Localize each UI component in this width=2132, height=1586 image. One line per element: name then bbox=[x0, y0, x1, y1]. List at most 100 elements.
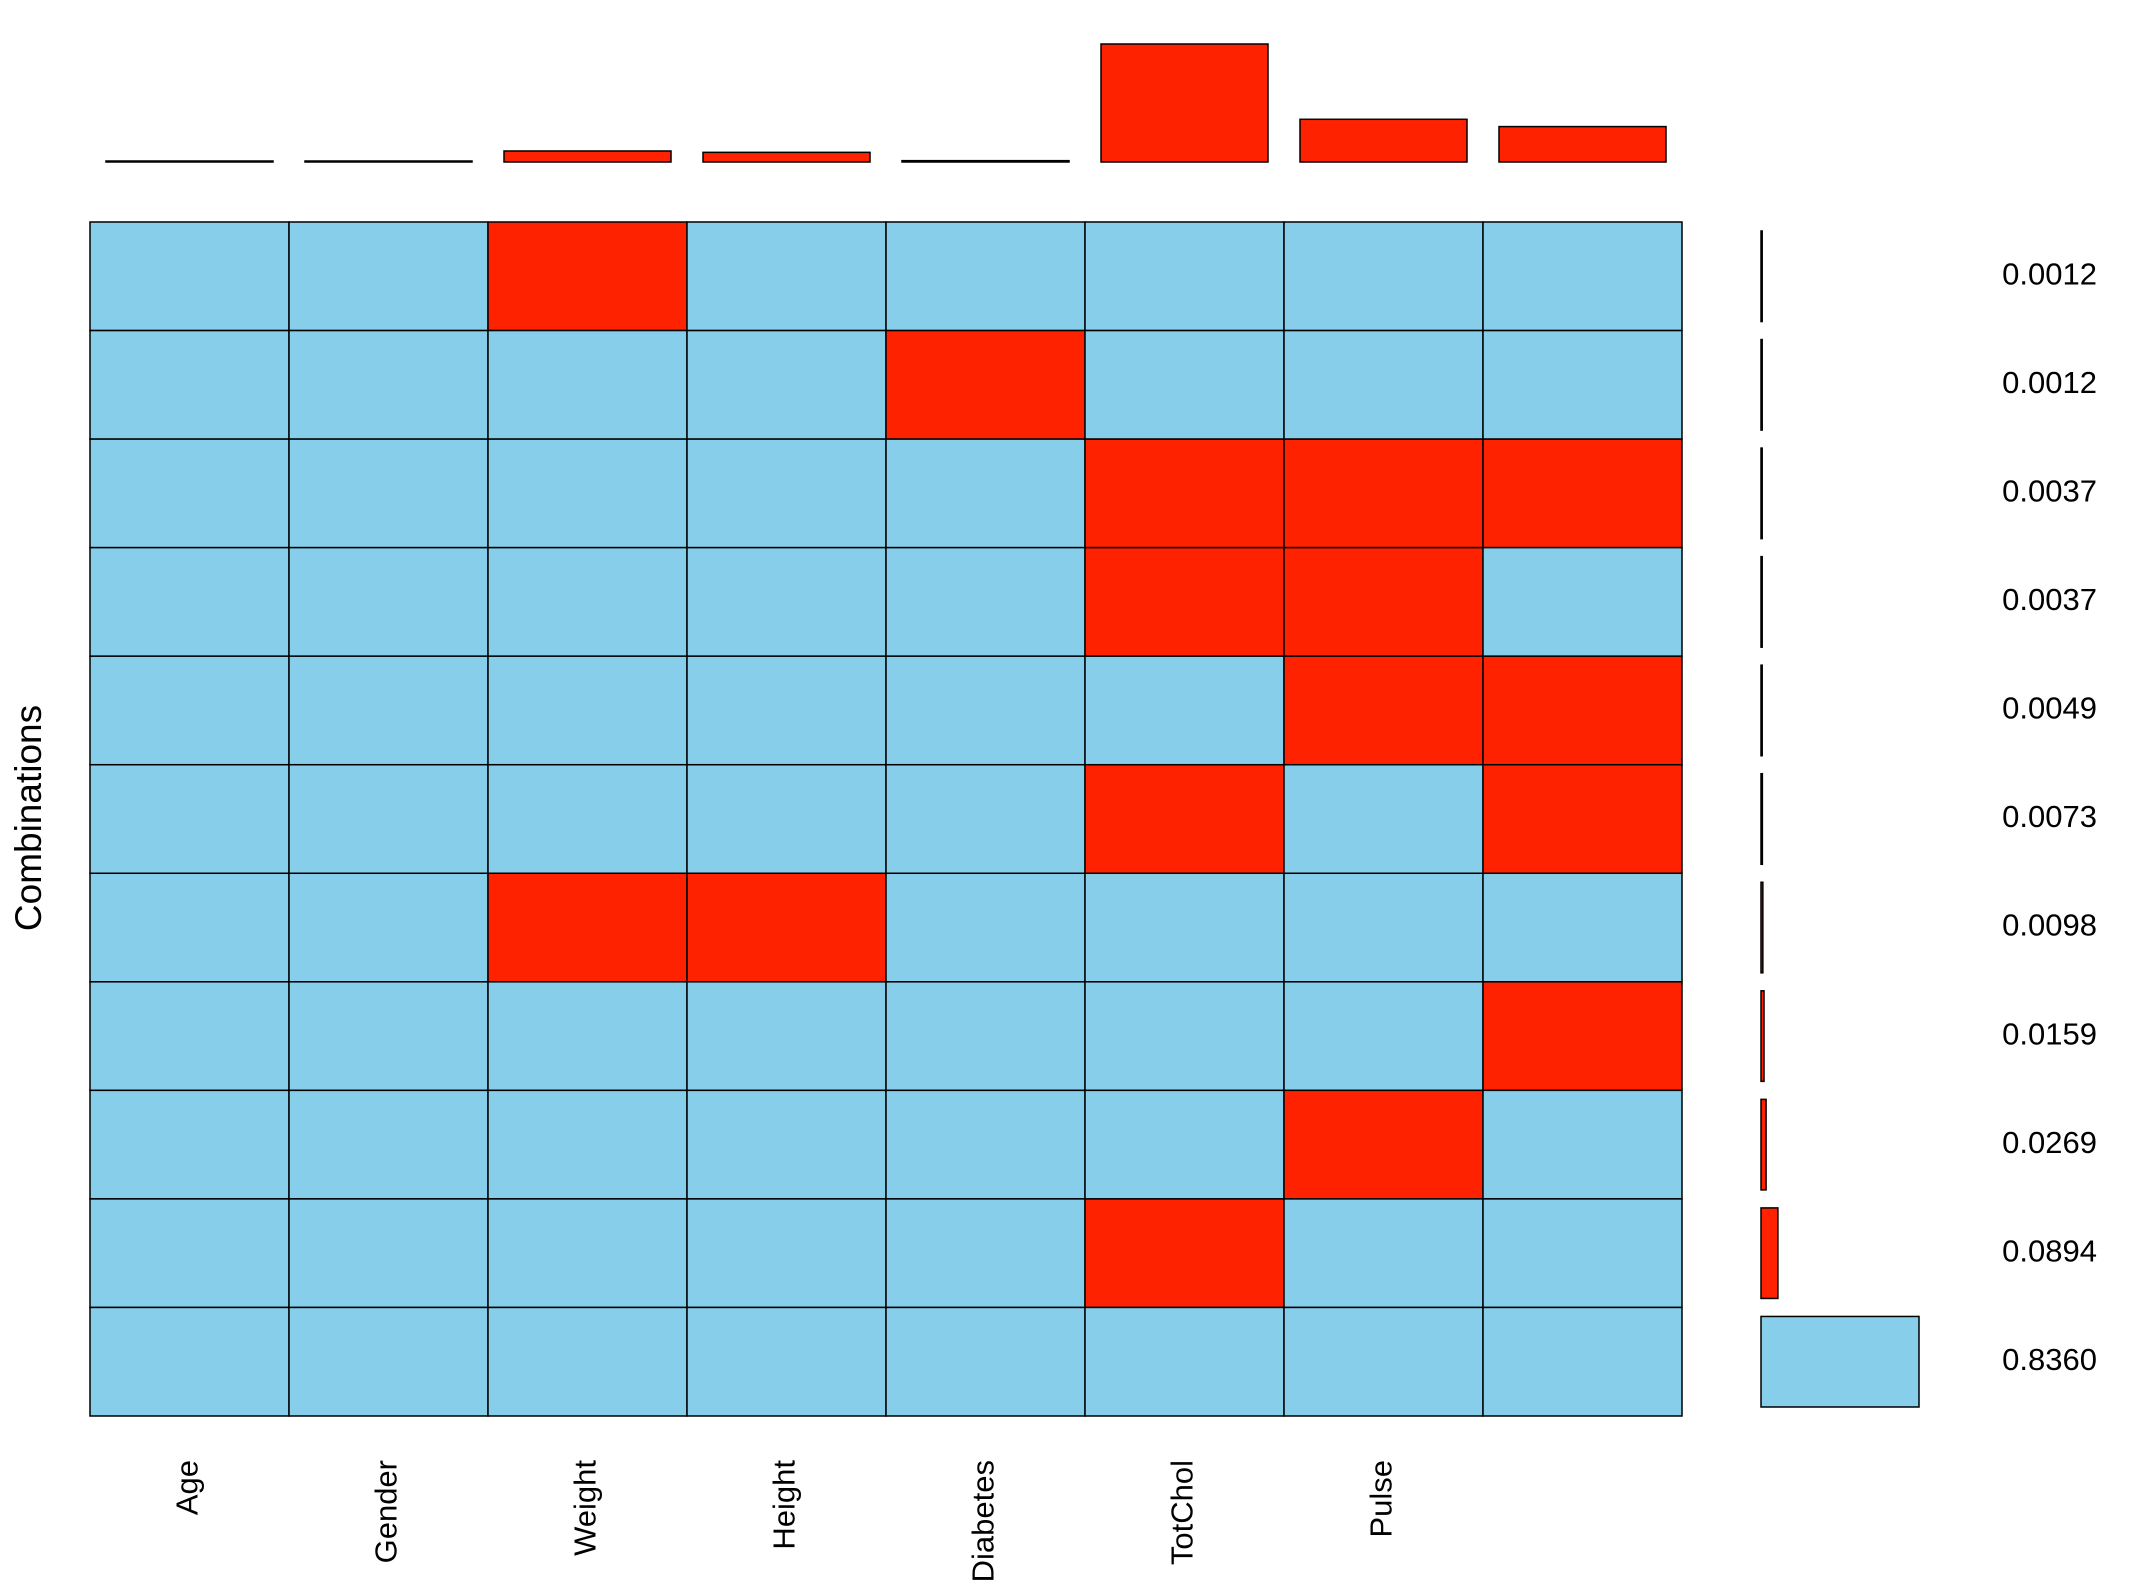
combination-proportion-bar bbox=[1760, 1098, 1767, 1191]
cell-observed bbox=[1283, 763, 1484, 875]
cell-observed bbox=[89, 1089, 290, 1200]
combination-proportion-bar bbox=[1760, 881, 1764, 974]
combination-proportion-bar bbox=[1760, 990, 1765, 1083]
cell-observed bbox=[288, 981, 489, 1092]
cell-observed bbox=[1084, 1306, 1285, 1417]
cell-observed bbox=[1482, 1306, 1683, 1417]
combination-proportion-bar bbox=[1760, 555, 1763, 648]
variable-labels: Age Gender Weight Height Diabetes TotChol Puls… bbox=[170, 1460, 1399, 1583]
combination-grid bbox=[89, 221, 1683, 1417]
cell-observed bbox=[288, 329, 489, 440]
cell-observed bbox=[686, 221, 887, 332]
cell-observed bbox=[89, 1198, 290, 1309]
cell-observed bbox=[1084, 981, 1285, 1092]
combination-proportion-label: 0.0012 bbox=[2002, 256, 2097, 291]
combination-proportion-label: 0.0012 bbox=[2002, 365, 2097, 400]
cell-observed bbox=[89, 763, 290, 875]
cell-observed bbox=[686, 1198, 887, 1309]
cell-missing bbox=[1283, 438, 1484, 549]
variable-missing-bar bbox=[702, 151, 871, 163]
cell-observed bbox=[288, 546, 489, 657]
cell-observed bbox=[885, 872, 1086, 983]
cell-observed bbox=[288, 438, 489, 549]
cell-observed bbox=[1084, 655, 1285, 766]
variable-missing-bar bbox=[503, 150, 672, 163]
cell-observed bbox=[1482, 1089, 1683, 1200]
cell-observed bbox=[89, 329, 290, 440]
cell-observed bbox=[288, 221, 489, 332]
cell-observed bbox=[1283, 329, 1484, 440]
variable-missing-bar bbox=[105, 160, 274, 163]
variable-label: Diabetes bbox=[966, 1460, 1001, 1582]
cell-observed bbox=[288, 872, 489, 983]
cell-observed bbox=[686, 329, 887, 440]
combination-proportion-label: 0.0037 bbox=[2002, 582, 2097, 617]
cell-observed bbox=[487, 546, 688, 657]
cell-observed bbox=[686, 763, 887, 875]
cell-observed bbox=[288, 655, 489, 766]
cell-observed bbox=[885, 763, 1086, 875]
cell-observed bbox=[1283, 1198, 1484, 1309]
y-axis-label: Combinations bbox=[8, 705, 49, 931]
cell-observed bbox=[885, 1198, 1086, 1309]
cell-observed bbox=[288, 1306, 489, 1417]
cell-observed bbox=[885, 438, 1086, 549]
cell-missing bbox=[686, 872, 887, 983]
cell-observed bbox=[1482, 1198, 1683, 1309]
variable-missing-bars bbox=[105, 43, 1667, 163]
cell-missing bbox=[487, 221, 688, 332]
cell-observed bbox=[288, 1198, 489, 1309]
cell-observed bbox=[686, 438, 887, 549]
cell-observed bbox=[89, 438, 290, 549]
combination-proportion-label: 0.0037 bbox=[2002, 474, 2097, 509]
cell-observed bbox=[89, 1306, 290, 1417]
cell-missing bbox=[1482, 981, 1683, 1092]
combination-proportion-bar bbox=[1760, 1207, 1779, 1300]
combination-proportion-label: 0.0073 bbox=[2002, 799, 2097, 834]
cell-observed bbox=[885, 1089, 1086, 1200]
cell-observed bbox=[487, 329, 688, 440]
cell-observed bbox=[885, 1306, 1086, 1417]
cell-observed bbox=[1482, 872, 1683, 983]
cell-missing bbox=[1084, 438, 1285, 549]
combination-proportion-bar bbox=[1760, 338, 1763, 431]
cell-observed bbox=[1084, 221, 1285, 332]
cell-missing bbox=[1283, 546, 1484, 657]
combination-proportion-bars bbox=[1760, 230, 1920, 1408]
cell-observed bbox=[1482, 221, 1683, 332]
cell-observed bbox=[487, 1089, 688, 1200]
cell-observed bbox=[1482, 329, 1683, 440]
cell-observed bbox=[89, 546, 290, 657]
cell-observed bbox=[89, 221, 290, 332]
variable-missing-bar bbox=[1100, 43, 1269, 163]
variable-missing-bar bbox=[901, 159, 1070, 163]
cell-observed bbox=[487, 438, 688, 549]
cell-missing bbox=[1084, 1198, 1285, 1309]
cell-observed bbox=[1482, 546, 1683, 657]
cell-observed bbox=[1084, 329, 1285, 440]
combination-proportion-bar bbox=[1760, 447, 1763, 540]
variable-label: Pulse bbox=[1364, 1460, 1399, 1538]
cell-missing bbox=[1482, 438, 1683, 549]
cell-observed bbox=[487, 1198, 688, 1309]
combination-proportion-label: 0.0049 bbox=[2002, 691, 2097, 726]
combination-proportion-bar bbox=[1760, 230, 1763, 323]
variable-label: TotChol bbox=[1165, 1460, 1200, 1565]
combination-proportion-label: 0.0098 bbox=[2002, 908, 2097, 943]
cell-observed bbox=[89, 872, 290, 983]
cell-observed bbox=[885, 221, 1086, 332]
cell-observed bbox=[288, 1089, 489, 1200]
combination-proportion-label: 0.0269 bbox=[2002, 1125, 2097, 1160]
variable-missing-bar bbox=[1299, 118, 1468, 163]
combination-proportion-label: 0.8360 bbox=[2002, 1342, 2097, 1377]
combination-proportion-label: 0.0159 bbox=[2002, 1016, 2097, 1051]
cell-observed bbox=[1283, 221, 1484, 332]
cell-observed bbox=[885, 546, 1086, 657]
variable-label: Gender bbox=[369, 1460, 404, 1563]
cell-observed bbox=[288, 763, 489, 875]
cell-observed bbox=[686, 546, 887, 657]
combination-proportion-bar bbox=[1760, 664, 1763, 757]
combination-proportion-label: 0.0894 bbox=[2002, 1233, 2097, 1268]
cell-missing bbox=[1283, 655, 1484, 766]
